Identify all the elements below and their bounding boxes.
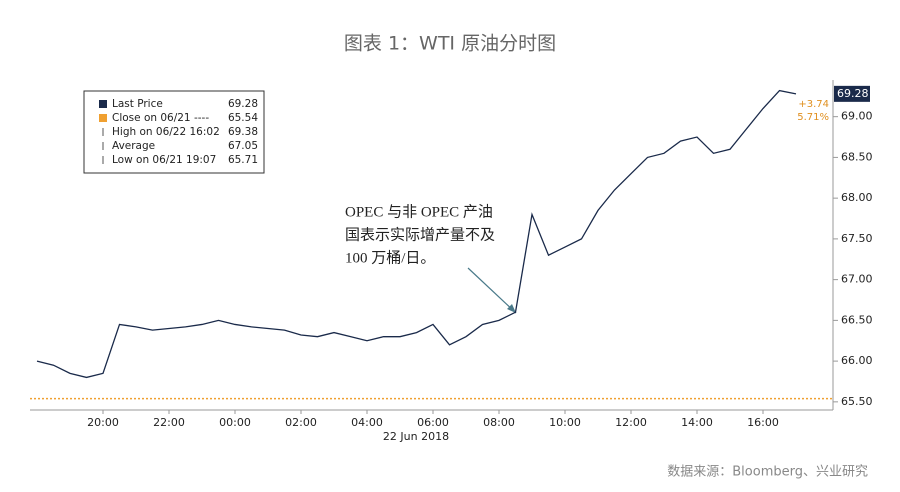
- x-tick-label: 10:00: [549, 416, 581, 429]
- legend-swatch: [99, 114, 107, 122]
- y-tick-label: 67.50: [841, 232, 873, 245]
- x-tick-label: 06:00: [417, 416, 449, 429]
- legend-label: Last Price: [112, 98, 163, 110]
- y-tick-label: 67.00: [841, 273, 873, 286]
- legend-value: 69.28: [228, 98, 258, 110]
- x-sublabel: 22 Jun 2018: [383, 430, 449, 443]
- chart-title: 图表 1：WTI 原油分时图: [344, 33, 556, 55]
- price-line: [36, 89, 797, 379]
- legend-box: [83, 90, 265, 174]
- y-tick-label: 65.50: [841, 395, 873, 408]
- y-tick-label: 68.50: [841, 150, 873, 163]
- x-tick-label: 12:00: [615, 416, 647, 429]
- x-tick-label: 16:00: [747, 416, 779, 429]
- source: 数据来源：Bloomberg、兴业研究: [667, 465, 868, 480]
- x-tick-label: 08:00: [483, 416, 515, 429]
- change-pct-label: 5.71%: [797, 112, 829, 123]
- y-tick-label: 66.00: [841, 354, 873, 367]
- annotation-line: 国表示实际增产量不及: [345, 226, 495, 243]
- x-tick-label: 22:00: [153, 416, 185, 429]
- legend-label: Average: [112, 140, 155, 152]
- legend-value: 69.38: [228, 126, 258, 138]
- legend-label: Close on 06/21 ----: [112, 112, 209, 124]
- x-tick-label: 00:00: [219, 416, 251, 429]
- annotation-line: OPEC 与非 OPEC 产油: [345, 203, 493, 220]
- legend-label: High on 06/22 16:02: [112, 126, 220, 138]
- x-tick-label: 04:00: [351, 416, 383, 429]
- annotation-arrow: [467, 267, 517, 314]
- legend-value: 67.05: [228, 140, 258, 152]
- legend-label: Low on 06/21 19:07: [112, 154, 216, 166]
- last-price-label: 69.28: [837, 87, 869, 100]
- last-price-box: [834, 85, 870, 102]
- arrow-head: [507, 304, 516, 313]
- y-tick-label: 66.50: [841, 313, 873, 326]
- y-tick-label: 69.00: [841, 110, 873, 123]
- change-label: +3.74: [798, 99, 829, 110]
- y-tick-label: 68.00: [841, 191, 873, 204]
- annotation-line: 100 万桶/日。: [345, 249, 435, 266]
- legend-value: 65.54: [228, 112, 258, 124]
- x-tick-label: 14:00: [681, 416, 713, 429]
- x-tick-label: 20:00: [87, 416, 119, 429]
- legend-value: 65.71: [228, 154, 258, 166]
- legend-swatch: [99, 100, 107, 108]
- x-tick-label: 02:00: [285, 416, 317, 429]
